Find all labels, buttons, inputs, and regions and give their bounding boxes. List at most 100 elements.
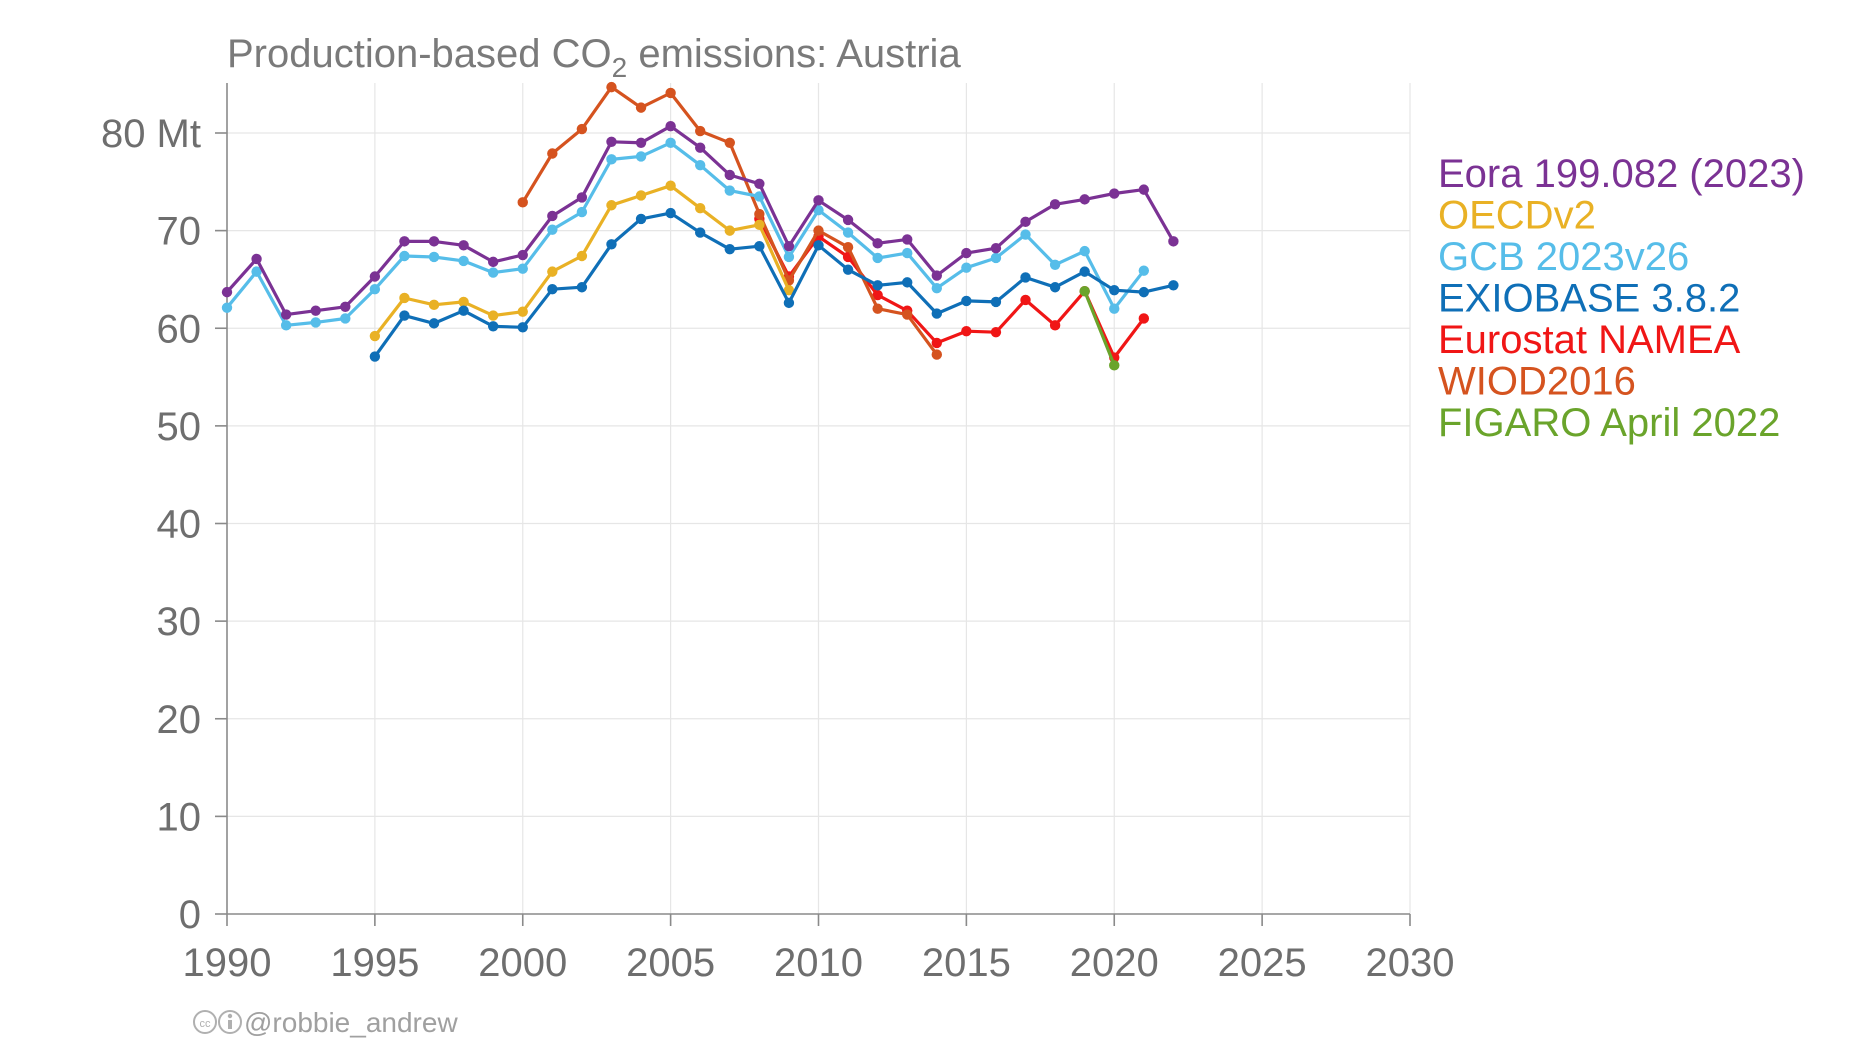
- data-point: [1138, 184, 1150, 195]
- data-point: [931, 270, 942, 281]
- data-point: [990, 252, 1002, 264]
- data-point: [813, 225, 824, 236]
- data-point: [458, 296, 469, 308]
- data-point: [783, 284, 795, 296]
- data-point: [517, 263, 528, 274]
- title-suffix: emissions: Austria: [627, 32, 961, 76]
- data-point: [872, 280, 883, 291]
- data-point: [902, 234, 913, 245]
- x-tick-label: 1990: [183, 941, 272, 985]
- data-point: [754, 208, 765, 220]
- x-tick-label: 2030: [1366, 941, 1455, 985]
- data-point: [1168, 236, 1179, 247]
- data-point: [399, 292, 410, 304]
- data-point: [399, 310, 410, 321]
- data-point: [251, 253, 262, 265]
- series-2: [221, 137, 1150, 331]
- data-point: [576, 206, 588, 218]
- data-point: [1079, 285, 1090, 297]
- data-point: [458, 240, 469, 251]
- data-point: [931, 337, 942, 349]
- data-point: [695, 202, 706, 214]
- y-tick-label: 10: [157, 795, 202, 839]
- legend-entry: GCB 2023v26: [1438, 235, 1689, 279]
- data-point: [369, 271, 381, 282]
- data-point: [1049, 199, 1061, 210]
- data-point: [872, 252, 883, 264]
- data-point: [487, 267, 499, 278]
- data-point: [754, 178, 765, 189]
- data-point: [1109, 284, 1120, 296]
- data-point: [428, 251, 440, 263]
- legend-entry: OECDv2: [1438, 194, 1596, 238]
- data-point: [280, 309, 292, 320]
- title-subscript: 2: [612, 52, 628, 83]
- data-point: [724, 137, 735, 148]
- data-point: [635, 102, 647, 113]
- legend-entry: Eurostat NAMEA: [1438, 318, 1741, 362]
- cc-icon: cc: [193, 1010, 217, 1034]
- data-point: [990, 326, 1002, 338]
- data-point: [635, 151, 647, 162]
- data-point: [695, 227, 706, 238]
- data-point: [487, 310, 499, 321]
- legend-entry: WIOD2016: [1438, 360, 1636, 404]
- data-point: [1138, 265, 1150, 276]
- data-point: [458, 305, 469, 316]
- data-point: [665, 207, 676, 219]
- data-point: [428, 299, 440, 311]
- data-point: [902, 277, 913, 288]
- data-point: [428, 236, 440, 247]
- data-point: [1079, 194, 1090, 205]
- data-point: [961, 295, 972, 307]
- series-3: [369, 207, 1179, 362]
- data-point: [340, 313, 351, 324]
- data-point: [872, 303, 883, 314]
- data-point: [487, 321, 499, 332]
- data-point: [665, 180, 676, 191]
- data-point: [547, 210, 558, 222]
- data-point: [902, 247, 913, 259]
- data-point: [783, 297, 795, 309]
- data-point: [754, 219, 765, 230]
- data-point: [576, 123, 588, 135]
- data-point: [724, 243, 735, 255]
- chart-title: Production-based CO2 emissions: Austria: [227, 32, 961, 83]
- data-point: [310, 305, 321, 316]
- data-point: [1109, 188, 1120, 199]
- legend-entry: FIGARO April 2022: [1438, 401, 1780, 445]
- data-point: [1049, 320, 1061, 331]
- data-point: [813, 204, 824, 216]
- data-point: [399, 236, 410, 247]
- series-1: [369, 180, 795, 342]
- data-point: [399, 250, 410, 262]
- data-point: [665, 137, 676, 148]
- data-point: [872, 238, 883, 249]
- series-line: [225, 141, 1146, 327]
- data-point: [990, 296, 1002, 308]
- data-point: [842, 264, 854, 275]
- y-tick-label: 80 Mt: [101, 112, 201, 156]
- data-point: [842, 227, 854, 238]
- series-layer: [221, 81, 1179, 371]
- data-point: [842, 242, 854, 253]
- series-line: [1083, 289, 1116, 367]
- data-point: [310, 317, 321, 328]
- legend-entry: Eora 199.082 (2023): [1438, 152, 1805, 196]
- data-point: [606, 200, 617, 211]
- attribution-icon: [218, 1010, 242, 1034]
- data-point: [576, 192, 588, 203]
- credit-text: @robbie_andrew: [244, 1007, 458, 1038]
- data-point: [606, 154, 617, 165]
- data-point: [1079, 245, 1090, 257]
- data-point: [606, 239, 617, 250]
- data-point: [1138, 313, 1150, 324]
- data-point: [931, 283, 942, 294]
- y-tick-label: 70: [157, 210, 202, 254]
- data-point: [576, 282, 588, 293]
- data-point: [221, 302, 233, 313]
- data-point: [1020, 272, 1031, 283]
